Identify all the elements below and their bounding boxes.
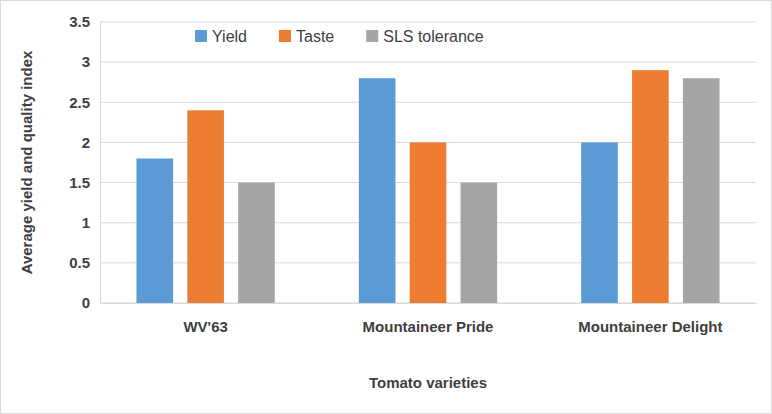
bar [632, 70, 669, 303]
y-tick-label: 0 [82, 294, 90, 311]
y-tick: 3 [82, 53, 100, 70]
x-axis: WV'63 Mountaineer Pride Mountaineer Deligh… [101, 303, 757, 335]
chart-frame [1, 1, 772, 414]
legend-item: Taste [279, 28, 334, 45]
y-tick-label: 3 [82, 53, 90, 70]
y-tick-label: 1.5 [69, 174, 90, 191]
plot: 0 0.5 1 1.5 2 2.5 3 3.5 WV'63 Mountaineer Pride Mo… [69, 13, 756, 334]
y-tick-label: 0.5 [69, 254, 90, 271]
bar-series [136, 78, 617, 303]
y-tick: 2 [82, 134, 100, 151]
x-tick: Mountaineer Delight [578, 303, 722, 335]
x-tick: Mountaineer Pride [363, 303, 494, 335]
x-tick-label: WV'63 [183, 318, 227, 335]
legend: Yield Taste SLS tolerance [195, 28, 484, 45]
y-tick: 0 [82, 294, 100, 311]
bar [187, 110, 224, 303]
legend-swatch [195, 30, 207, 42]
legend-label: Yield [212, 28, 247, 45]
y-tick: 1.5 [69, 174, 100, 191]
bar [461, 183, 498, 303]
y-tick-label: 2.5 [69, 94, 90, 111]
bar [136, 158, 173, 303]
bar [683, 78, 720, 303]
bar [359, 78, 396, 303]
legend-label: Taste [296, 28, 334, 45]
bar [410, 142, 447, 303]
grid-line [100, 22, 756, 23]
x-axis-title: Tomato varieties [369, 374, 487, 391]
y-axis: 0 0.5 1 1.5 2 2.5 3 3.5 [69, 13, 100, 311]
grid [100, 22, 756, 303]
legend-item: SLS tolerance [366, 28, 484, 45]
x-axis-line [101, 303, 757, 304]
bar-series [187, 70, 668, 303]
y-axis-line [100, 23, 101, 304]
x-tick-label: Mountaineer Delight [578, 318, 722, 335]
x-tick-label: Mountaineer Pride [363, 318, 494, 335]
y-tick: 0.5 [69, 254, 100, 271]
legend-label: SLS tolerance [383, 28, 484, 45]
x-tick: WV'63 [183, 303, 227, 335]
grid-line [100, 62, 756, 63]
legend-item: Yield [195, 28, 247, 45]
y-tick-label: 2 [82, 134, 90, 151]
bars [136, 70, 719, 303]
y-tick: 2.5 [69, 94, 100, 111]
legend-swatch [366, 30, 378, 42]
y-axis-title: Average yield and quality index [18, 50, 35, 274]
bar-series [238, 78, 719, 303]
legend-swatch [279, 30, 291, 42]
bar [581, 142, 618, 303]
chart: 0 0.5 1 1.5 2 2.5 3 3.5 WV'63 Mountaineer Pride Mo… [0, 0, 772, 414]
bar [238, 183, 275, 303]
y-tick-label: 3.5 [69, 13, 90, 30]
y-tick: 3.5 [69, 13, 100, 30]
y-tick-label: 1 [82, 214, 90, 231]
y-tick: 1 [82, 214, 100, 231]
